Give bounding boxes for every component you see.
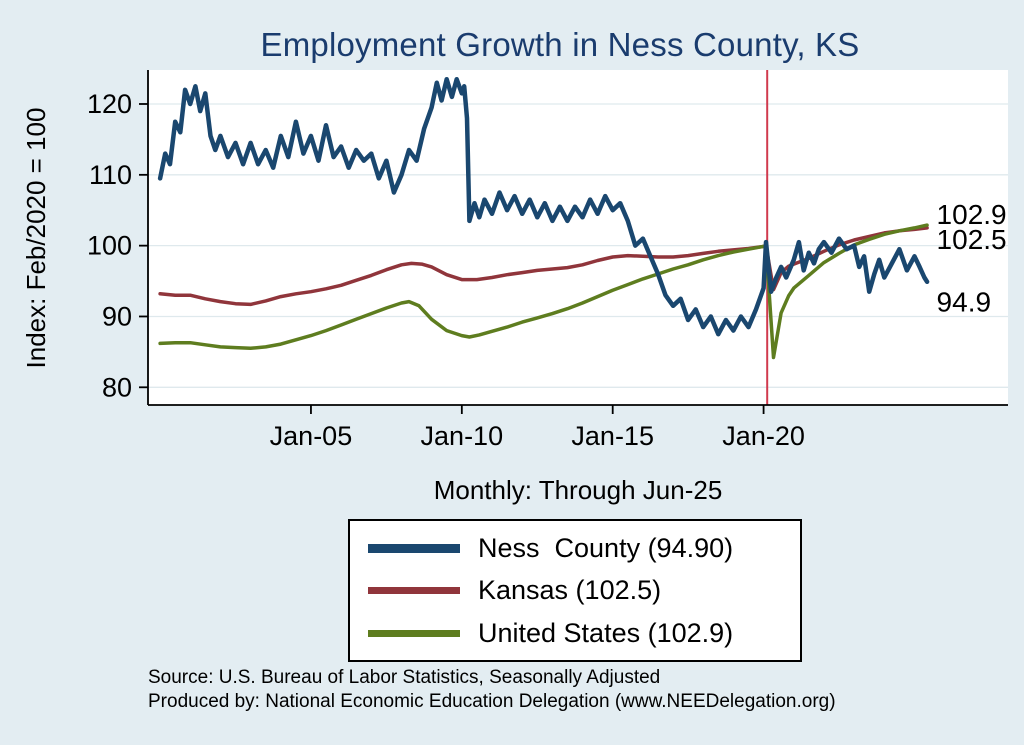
end-value-label: 102.9 (937, 199, 1007, 230)
series-line-2 (158, 223, 929, 360)
x-tick-label: Jan-05 (270, 421, 353, 451)
x-tick-label: Jan-10 (421, 421, 504, 451)
legend-label-ness-county: Ness County (94.90) (478, 532, 734, 563)
end-value-label: 102.5 (937, 224, 1007, 255)
x-tick-label: Jan-20 (722, 421, 805, 451)
y-tick-label: 100 (87, 231, 132, 261)
x-axis-caption: Monthly: Through Jun-25 (433, 475, 723, 505)
legend-item-ness-county: Ness County (94.90) (368, 533, 800, 564)
producer-line: Produced by: National Economic Education… (148, 691, 836, 712)
legend-item-kansas: Kansas (102.5) (368, 575, 800, 606)
source-note: Source: U.S. Bureau of Labor Statistics,… (148, 666, 836, 714)
legend-swatch-united-states (368, 629, 460, 637)
legend-label-united-states: United States (102.9) (478, 617, 734, 648)
y-tick-label: 110 (89, 160, 132, 190)
chart-title: Employment Growth in Ness County, KS (260, 26, 860, 63)
legend-swatch-kansas (368, 587, 460, 594)
legend-item-united-states: United States (102.9) (368, 618, 800, 649)
y-tick-label: 90 (102, 301, 132, 331)
legend: Ness County (94.90) Kansas (102.5) Unite… (348, 519, 802, 662)
legend-swatch-ness-county (368, 543, 460, 553)
source-line: Source: U.S. Bureau of Labor Statistics,… (148, 667, 661, 688)
legend-label-kansas: Kansas (102.5) (478, 575, 662, 605)
x-tick-label: Jan-15 (571, 421, 654, 451)
y-tick-label: 80 (102, 372, 132, 402)
series-line-0 (157, 76, 930, 337)
end-value-label: 94.9 (937, 286, 992, 317)
y-tick-label: 120 (87, 89, 132, 119)
